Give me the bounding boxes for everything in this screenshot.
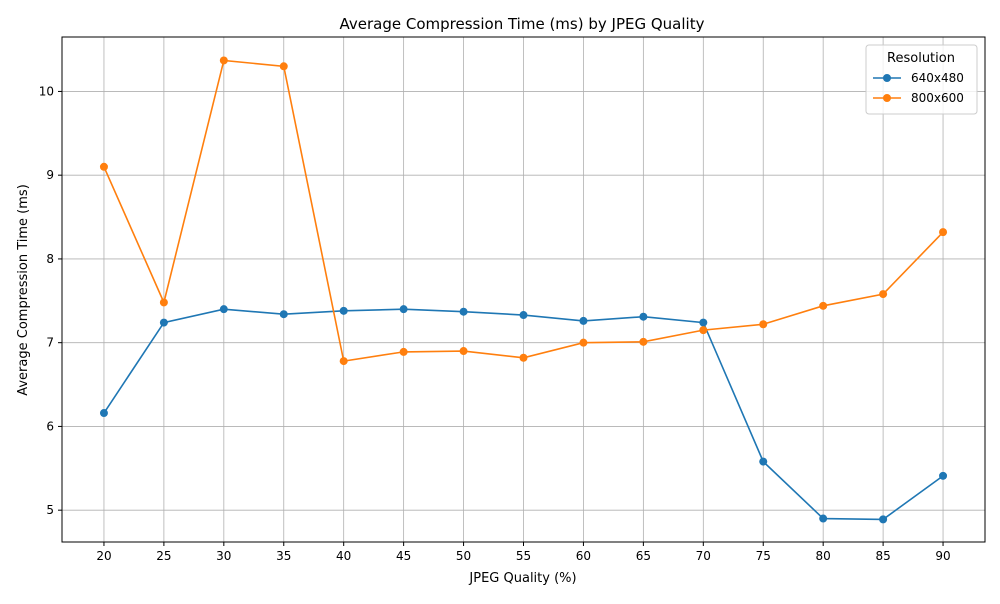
data-point	[699, 318, 708, 327]
data-point	[879, 515, 888, 524]
legend-box	[865, 44, 978, 115]
data-point	[459, 307, 468, 316]
data-point	[219, 305, 228, 314]
data-point	[579, 338, 588, 347]
x-tick-label: 45	[396, 549, 411, 563]
data-point	[759, 320, 768, 329]
data-point	[699, 326, 708, 335]
x-tick-label: 55	[516, 549, 531, 563]
x-tick-label: 30	[216, 549, 231, 563]
y-tick-label: 7	[46, 336, 54, 350]
legend-label: 640x480	[911, 71, 964, 85]
axis-ticks: 20 25 30 35 40 45 50 55 60 65 70 75 80 85 90 5 6 7 8 9 10	[39, 84, 951, 563]
legend-marker	[883, 74, 891, 82]
legend-label: 800x600	[911, 91, 964, 105]
x-axis-label: JPEG Quality (%)	[468, 571, 576, 586]
data-point	[759, 457, 768, 466]
data-point	[939, 471, 948, 480]
plot-frame	[61, 36, 986, 543]
y-axis-label: Average Compression Time (ms)	[16, 184, 31, 396]
y-tick-label: 8	[46, 252, 54, 266]
legend: Resolution 640x480 800x600	[865, 44, 978, 115]
data-point	[639, 312, 648, 321]
y-tick-label: 5	[46, 503, 54, 517]
x-tick-label: 90	[935, 549, 950, 563]
data-point	[99, 409, 108, 418]
grid-lines	[62, 37, 985, 542]
data-point	[339, 357, 348, 366]
x-tick-label: 60	[576, 549, 591, 563]
data-point	[579, 316, 588, 325]
data-point	[819, 514, 828, 523]
legend-marker	[883, 94, 891, 102]
data-point	[399, 305, 408, 314]
y-tick-label: 6	[46, 419, 54, 433]
data-point	[819, 301, 828, 310]
x-tick-label: 35	[276, 549, 291, 563]
y-tick-label: 9	[46, 168, 54, 182]
x-tick-label: 80	[816, 549, 831, 563]
data-point	[279, 310, 288, 319]
y-tick-label: 10	[39, 84, 54, 98]
data-point	[879, 290, 888, 299]
legend-title: Resolution	[887, 51, 955, 66]
data-point	[159, 298, 168, 307]
data-point	[159, 318, 168, 327]
x-tick-label: 50	[456, 549, 471, 563]
data-point	[519, 311, 528, 320]
data-point	[939, 228, 948, 237]
data-point	[339, 306, 348, 315]
data-point	[639, 337, 648, 346]
x-tick-label: 25	[156, 549, 171, 563]
data-point	[99, 162, 108, 171]
x-tick-label: 65	[636, 549, 651, 563]
chart-title: Average Compression Time (ms) by JPEG Qu…	[340, 15, 705, 33]
x-tick-label: 85	[875, 549, 890, 563]
data-point	[519, 353, 528, 362]
data-point	[219, 56, 228, 65]
x-tick-label: 75	[756, 549, 771, 563]
data-point	[399, 347, 408, 356]
data-point	[279, 62, 288, 71]
data-point	[459, 347, 468, 356]
x-tick-label: 20	[96, 549, 111, 563]
x-tick-label: 70	[696, 549, 711, 563]
x-tick-label: 40	[336, 549, 351, 563]
series-group	[99, 56, 948, 524]
